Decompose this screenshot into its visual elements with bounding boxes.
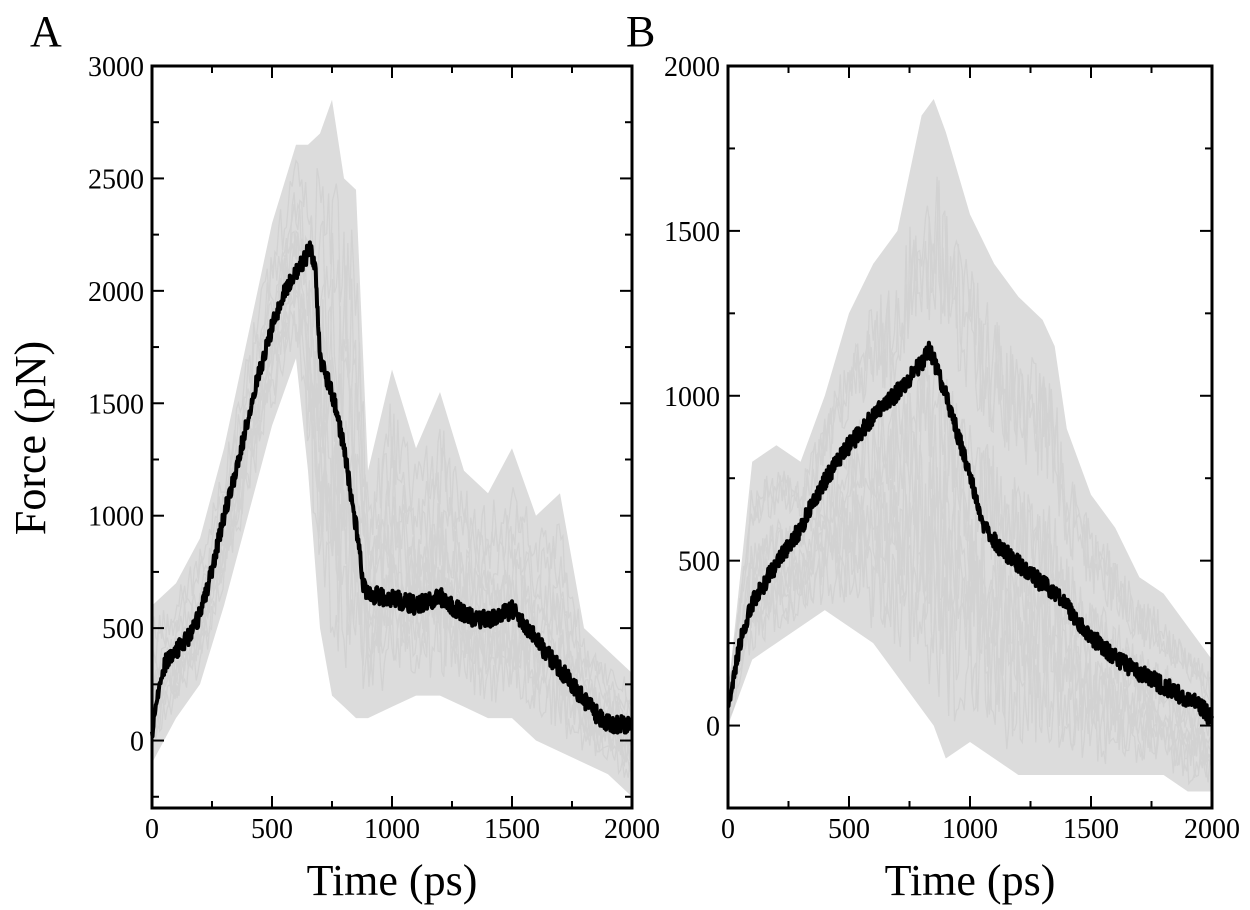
average-trace-layer	[726, 340, 1214, 725]
x-tick-label: 1000	[942, 814, 998, 845]
y-tick-label: 1000	[664, 382, 720, 413]
average-trace-layer	[150, 240, 634, 739]
x-axis-title: Time (ps)	[885, 856, 1056, 905]
y-tick-label: 2000	[88, 277, 144, 308]
y-tick-label: 500	[678, 547, 720, 578]
individual-run-trace	[727, 355, 1213, 736]
tick-labels: 0 500 1000 1500 2000 0 500 1000 1500 2000	[664, 52, 1240, 845]
run-envelope-layer	[151, 99, 633, 797]
x-tick-label: 0	[145, 814, 159, 845]
x-tick-label: 500	[251, 814, 293, 845]
y-tick-label: 1500	[88, 389, 144, 420]
panel-label: A	[30, 7, 62, 56]
y-tick-label: 2500	[88, 164, 144, 195]
individual-run-trace	[151, 159, 633, 710]
y-tick-label: 3000	[88, 52, 144, 83]
y-tick-label: 1500	[664, 217, 720, 248]
x-tick-label: 2000	[1184, 814, 1240, 845]
x-axis-title: Time (ps)	[307, 856, 478, 905]
individual-run-trace	[727, 180, 1213, 704]
x-tick-label: 1500	[484, 814, 540, 845]
panel-a: A 0 500 1000 1500 2000 0 500 1000 1500 2000 2500 30…	[6, 7, 660, 905]
x-tick-label: 500	[828, 814, 870, 845]
average-force-trace	[150, 240, 634, 739]
panel-b: B 0 500 1000 1500 2000 0 500 1000 1500 2000 Time …	[626, 7, 1240, 905]
tick-labels: 0 500 1000 1500 2000 0 500 1000 1500 2000 2500 3000	[88, 52, 660, 845]
y-tick-label: 2000	[664, 52, 720, 83]
individual-run-trace	[151, 266, 633, 759]
individual-run-trace	[727, 525, 1213, 778]
panel-label: B	[626, 7, 655, 56]
run-envelope-layer	[727, 99, 1213, 792]
tick-marks	[727, 65, 1213, 809]
y-tick-label: 0	[706, 712, 720, 743]
y-tick-label: 1000	[88, 502, 144, 533]
x-tick-label: 0	[721, 814, 735, 845]
individual-run-trace	[727, 491, 1213, 769]
x-tick-label: 2000	[604, 814, 660, 845]
y-tick-label: 500	[102, 614, 144, 645]
y-tick-label: 0	[130, 727, 144, 758]
tick-marks	[151, 65, 633, 808]
y-axis-title: Force (pN)	[6, 341, 55, 535]
x-tick-label: 1000	[364, 814, 420, 845]
average-force-trace	[726, 340, 1214, 725]
x-tick-label: 1500	[1063, 814, 1119, 845]
individual-run-trace	[727, 539, 1213, 786]
